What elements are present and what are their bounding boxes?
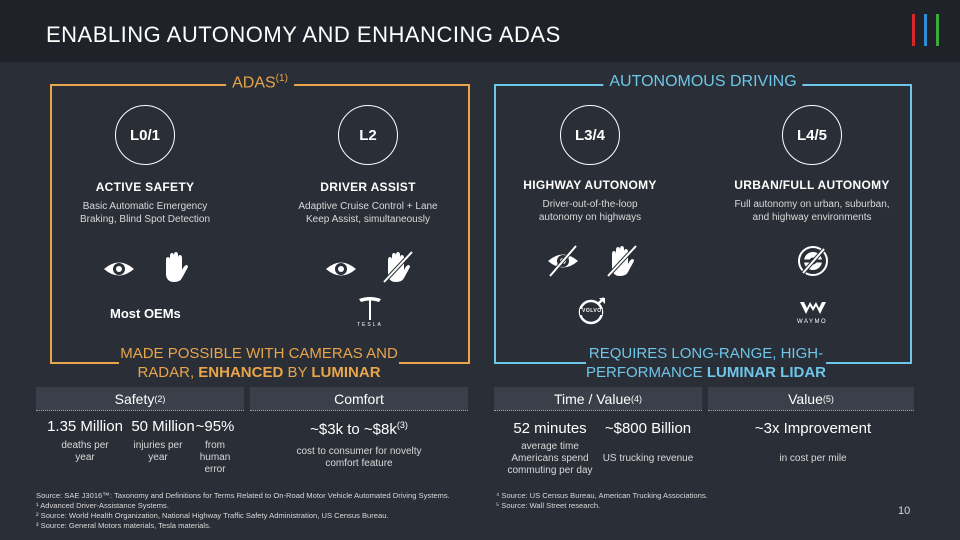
page-number: 10 [898, 505, 911, 517]
safety-label: Safety [114, 390, 155, 407]
cost-improvement-value: ~3x Improvement [754, 420, 872, 437]
desc-driver-assist: Adaptive Cruise Control + Lane Keep Assi… [298, 201, 438, 225]
comfort-label: Comfort [334, 390, 384, 407]
autonomous-footer-line1: REQUIRES LONG-RANGE, HIGH- [588, 345, 824, 362]
adas-footer-part-c: BY [283, 364, 312, 381]
level-circle-l3-4: L3/4 [560, 105, 620, 165]
eye-icon [104, 262, 134, 276]
tesla-logo-icon [359, 297, 381, 320]
brand-bar-red [912, 14, 915, 46]
sources-left: Source: SAE J3016™: Taxonomy and Definit… [36, 491, 456, 531]
comfort-stat-caption: cost to consumer for novelty comfort fea… [296, 446, 422, 469]
source-line: ³ Source: General Motors materials, Tesl… [36, 521, 212, 530]
source-line: ⁵ Source: Wall Street research. [496, 501, 601, 510]
safety-stat-deaths-value: 1.35 Million [47, 418, 123, 435]
cost-improvement-caption: in cost per mile [779, 453, 847, 464]
value-label: Value [788, 390, 823, 407]
hand-crossed-icon [382, 250, 414, 284]
most-oems-text: Most OEMs [110, 306, 181, 321]
trucking-revenue-value: ~$800 Billion [604, 420, 692, 437]
safety-stat-human-error-caption: from human error [199, 440, 231, 475]
level-circle-l4-5: L4/5 [782, 105, 842, 165]
hand-crossed-icon [606, 244, 638, 278]
level-circle-l0-1: L0/1 [115, 105, 175, 165]
adas-footer-luminar: LUMINAR [311, 364, 381, 381]
volvo-logo-icon [578, 297, 605, 325]
hand-icon [166, 252, 188, 282]
level-circle-l2: L2 [338, 105, 398, 165]
autonomous-frame [494, 84, 912, 364]
comfort-value-sup: (3) [396, 420, 408, 430]
safety-stat-human-error-value: ~95% [195, 418, 235, 435]
volvo-wordmark: VOLVO [582, 308, 602, 314]
category-active-safety: ACTIVE SAFETY [95, 180, 195, 194]
time-value-label: Time / Value [553, 390, 632, 407]
safety-stat-injuries-caption: injuries per year [133, 440, 183, 463]
time-value-header: Time / Value (4) [494, 387, 702, 411]
desc-active-safety: Basic Automatic Emergency Braking, Blind… [79, 201, 211, 225]
safety-stat-injuries-value: 50 Million [131, 418, 195, 435]
source-line: Source: SAE J3016™: Taxonomy and Definit… [36, 491, 450, 500]
steering-wheel-crossed-icon [798, 246, 828, 276]
brand-bar-green [936, 14, 939, 46]
commute-time-caption: average time Americans spend commuting p… [507, 441, 593, 476]
comfort-value-text: ~$3k to ~$8k [310, 421, 397, 438]
source-line: ² Source: World Health Organization, Nat… [36, 511, 389, 520]
eye-icon [326, 262, 356, 276]
comfort-header: Comfort [250, 387, 468, 411]
source-line: ⁴ Source: US Census Bureau, American Tru… [496, 491, 708, 500]
adas-footer-enhanced: ENHANCED [198, 364, 284, 381]
autonomous-footer-note: REQUIRES LONG-RANGE, HIGH- PERFORMANCE L… [586, 344, 826, 382]
category-driver-assist: DRIVER ASSIST [320, 180, 416, 194]
autonomous-footer-part-a: PERFORMANCE [586, 364, 707, 381]
category-urban-full-autonomy: URBAN/FULL AUTONOMY [734, 178, 890, 192]
adas-label-sup: (1) [275, 73, 288, 84]
value-sup: (5) [822, 393, 834, 404]
sources-right: ⁴ Source: US Census Bureau, American Tru… [496, 491, 856, 511]
time-value-sup: (4) [631, 393, 643, 404]
adas-label-text: ADAS [232, 74, 276, 92]
trucking-revenue-caption: US trucking revenue [602, 453, 694, 464]
commute-time-value: 52 minutes [513, 420, 587, 437]
waymo-wordmark: WAYMO [797, 319, 828, 325]
adas-footer-line2: RADAR, ENHANCED BY LUMINAR [119, 363, 399, 382]
adas-footer-line1: MADE POSSIBLE WITH CAMERAS AND [120, 345, 398, 362]
safety-sup: (2) [154, 393, 166, 404]
adas-footer-part-a: RADAR, [137, 364, 199, 381]
adas-footer-note: MADE POSSIBLE WITH CAMERAS AND RADAR, EN… [119, 344, 399, 382]
tesla-wordmark: TESLA [357, 322, 383, 328]
desc-highway-autonomy: Driver-out-of-the-loop autonomy on highw… [538, 199, 642, 223]
waymo-logo-icon [800, 302, 826, 314]
adas-label: ADAS(1) [226, 73, 294, 93]
desc-urban-full-autonomy: Full autonomy on urban, suburban, and hi… [734, 199, 890, 223]
source-line: ¹ Advanced Driver-Assistance Systems. [36, 501, 169, 510]
safety-header: Safety (2) [36, 387, 244, 411]
autonomous-footer-line2: PERFORMANCE LUMINAR LIDAR [586, 363, 826, 382]
category-highway-autonomy: HIGHWAY AUTONOMY [523, 178, 657, 192]
header-band [0, 0, 960, 62]
comfort-stat-value: ~$3k to ~$8k(3) [310, 420, 408, 438]
safety-stat-deaths-caption: deaths per year [61, 440, 109, 463]
autonomous-footer-lidar: LUMINAR LIDAR [706, 364, 826, 381]
autonomous-label: AUTONOMOUS DRIVING [603, 73, 803, 91]
eye-crossed-icon [548, 244, 578, 278]
slide-title: ENABLING AUTONOMY AND ENHANCING ADAS [46, 22, 561, 47]
value-header: Value (5) [708, 387, 914, 411]
brand-bar-blue [924, 14, 927, 46]
